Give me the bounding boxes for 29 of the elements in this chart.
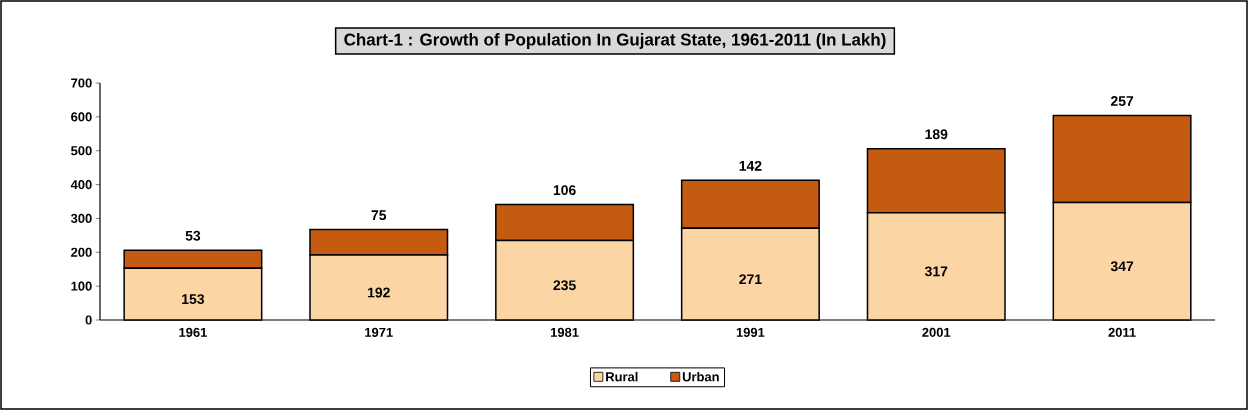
- chart-title: Chart-1 : Growth of Population In Gujarat State, 1961-2011 (In Lakh): [344, 33, 886, 49]
- data-label: 75: [371, 210, 387, 221]
- y-tick-label: 200: [71, 247, 92, 257]
- x-tick-label: 2011: [1108, 327, 1136, 337]
- legend-label: Urban: [682, 371, 719, 382]
- x-tick-label: 1981: [550, 327, 579, 337]
- y-tick-label: 0: [85, 315, 92, 325]
- y-tick-label: 700: [71, 78, 92, 88]
- data-label: 189: [925, 129, 948, 140]
- data-label: 106: [553, 185, 576, 196]
- data-label: 317: [924, 266, 948, 277]
- data-label: 271: [739, 274, 762, 284]
- legend-label: Rural: [606, 371, 638, 382]
- data-label: 142: [739, 160, 762, 171]
- data-label: 153: [182, 294, 205, 305]
- x-tick-label: 1961: [179, 327, 207, 337]
- x-tick-label: 1971: [365, 327, 393, 337]
- x-tick-label: 1991: [736, 327, 765, 337]
- y-tick-label: 500: [71, 146, 92, 156]
- y-tick-label: 400: [70, 179, 92, 190]
- x-tick-label: 2001: [922, 327, 951, 337]
- y-tick-label: 600: [71, 112, 92, 122]
- y-tick-label: 100: [71, 281, 92, 291]
- data-label: 53: [185, 230, 201, 241]
- y-tick-label: 300: [70, 213, 92, 224]
- data-label: 347: [1110, 261, 1134, 272]
- data-label: 257: [1110, 96, 1134, 106]
- data-label: 192: [367, 287, 390, 298]
- data-label: 235: [553, 280, 576, 291]
